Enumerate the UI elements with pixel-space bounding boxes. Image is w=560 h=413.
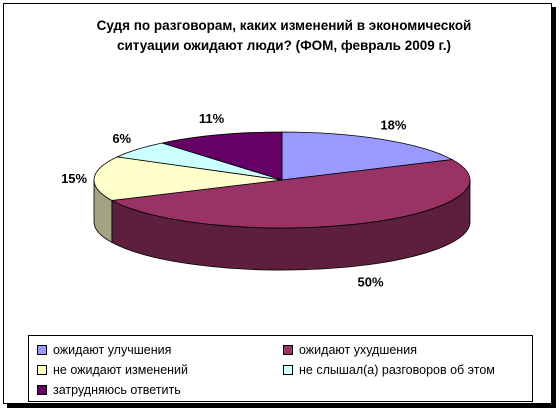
pie-slice-hard-to-say <box>160 131 283 181</box>
legend-label: затрудняюсь ответить <box>53 383 181 397</box>
pie-slice-improve <box>281 131 454 181</box>
legend-item-hard-to-say: затрудняюсь ответить <box>37 382 181 398</box>
legend-item-not-heard: не слышал(а) разговоров об этом <box>283 362 495 378</box>
legend-item-worsen: ожидают ухудшения <box>283 342 417 358</box>
legend-swatch <box>37 364 47 375</box>
legend-label: не слышал(а) разговоров об этом <box>299 363 495 377</box>
legend-item-no-change: не ожидают изменений <box>37 362 188 378</box>
data-label-no-change: 15% <box>61 171 87 186</box>
chart-area: Судя по разговорам, каких изменений в эк… <box>3 3 552 404</box>
data-label-worsen: 50% <box>358 275 384 290</box>
legend: ожидают улучшения ожидают ухудшения не о… <box>28 335 533 402</box>
pie-chart: 18% 50% 15% 6% 11% <box>61 111 471 290</box>
legend-item-improve: ожидают улучшения <box>37 342 171 358</box>
pie-slice-no-change <box>93 156 283 201</box>
chart-title-line-2: ситуации ожидают люди? (ФОМ, февраль 200… <box>117 38 451 53</box>
legend-swatch <box>283 364 293 375</box>
data-label-hard-to-say: 11% <box>199 111 225 126</box>
pie-slice-worsen <box>110 159 471 229</box>
data-label-not-heard: 6% <box>112 131 131 146</box>
data-label-improve: 18% <box>380 117 406 132</box>
chart-title: Судя по разговорам, каких изменений в эк… <box>44 16 524 56</box>
legend-label: не ожидают изменений <box>53 363 189 377</box>
legend-label: ожидают ухудшения <box>299 343 417 357</box>
legend-swatch <box>37 344 47 355</box>
legend-swatch <box>37 384 47 395</box>
legend-swatch <box>283 344 293 355</box>
legend-label: ожидают улучшения <box>53 343 172 357</box>
chart-title-line-1: Судя по разговорам, каких изменений в эк… <box>96 18 472 33</box>
